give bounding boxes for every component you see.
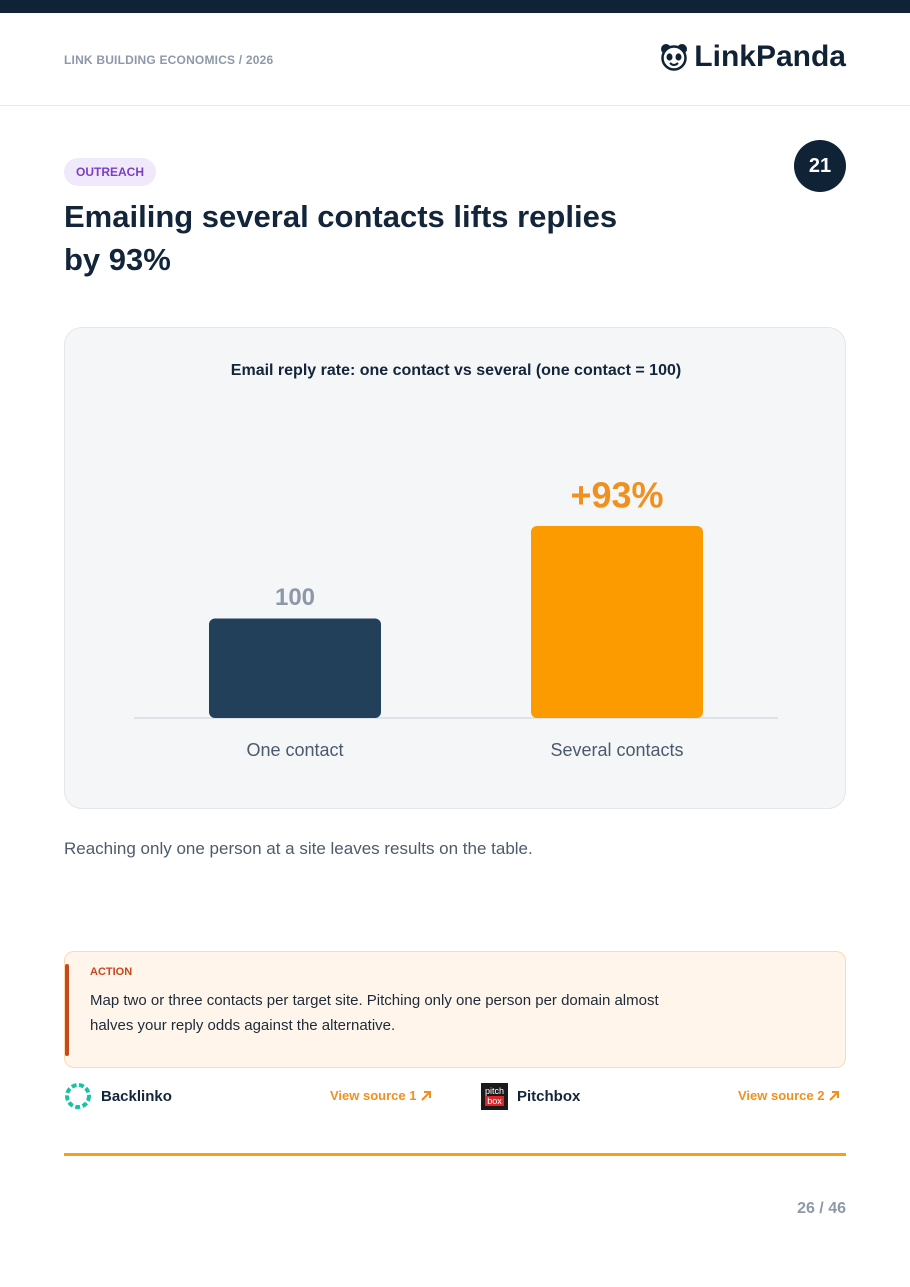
top-bar [0, 0, 910, 13]
source: Backlinko [64, 1082, 172, 1110]
category-label: One contact [246, 740, 343, 760]
source-name: Backlinko [101, 1087, 172, 1105]
source-link[interactable]: View source 1 [330, 1088, 432, 1103]
title: Emailing several contacts lifts replies … [64, 199, 618, 277]
arrow-icon [421, 1090, 432, 1101]
backlinko-icon [65, 1083, 91, 1109]
caption: Reaching only one person at a site leave… [64, 839, 533, 858]
logo-text: pitch [484, 1086, 504, 1096]
brand: LinkPanda [660, 40, 846, 74]
category-label: Several contacts [550, 740, 683, 760]
brand-name: LinkPanda [694, 40, 846, 73]
logo-text: box [485, 1096, 504, 1106]
source-link[interactable]: View source 2 [738, 1088, 840, 1103]
source-link-text[interactable]: View source 2 [738, 1088, 825, 1103]
value-label: 100 [275, 584, 315, 611]
action-accent [65, 964, 69, 1056]
pitchbox-icon: pitch box [481, 1082, 508, 1110]
chart-card: Email reply rate: one contact vs several… [64, 327, 846, 809]
tag: OUTREACH [64, 158, 156, 186]
bar [209, 618, 381, 718]
footer-rule [64, 1153, 846, 1156]
number-badge: 21 [794, 140, 846, 192]
panda-icon [661, 44, 688, 71]
action-box: ACTION Map two or three contacts per tar… [64, 951, 846, 1068]
source: pitch box Pitchbox [481, 1082, 580, 1110]
divider [0, 105, 910, 106]
action-text: Map two or three contacts per target sit… [90, 992, 659, 1034]
value-label: +93% [570, 475, 663, 516]
action-label: ACTION [90, 966, 133, 978]
source-link-text[interactable]: View source 1 [330, 1088, 417, 1103]
page-number: 26 / 46 [797, 1200, 846, 1217]
chart-title: Email reply rate: one contact vs several… [230, 362, 682, 379]
bar [531, 526, 703, 718]
chart: 100 One contact +93% Several contacts [134, 475, 778, 760]
arrow-icon [829, 1090, 840, 1101]
kicker: LINK BUILDING ECONOMICS / 2026 [64, 53, 274, 67]
source-name: Pitchbox [517, 1087, 581, 1105]
